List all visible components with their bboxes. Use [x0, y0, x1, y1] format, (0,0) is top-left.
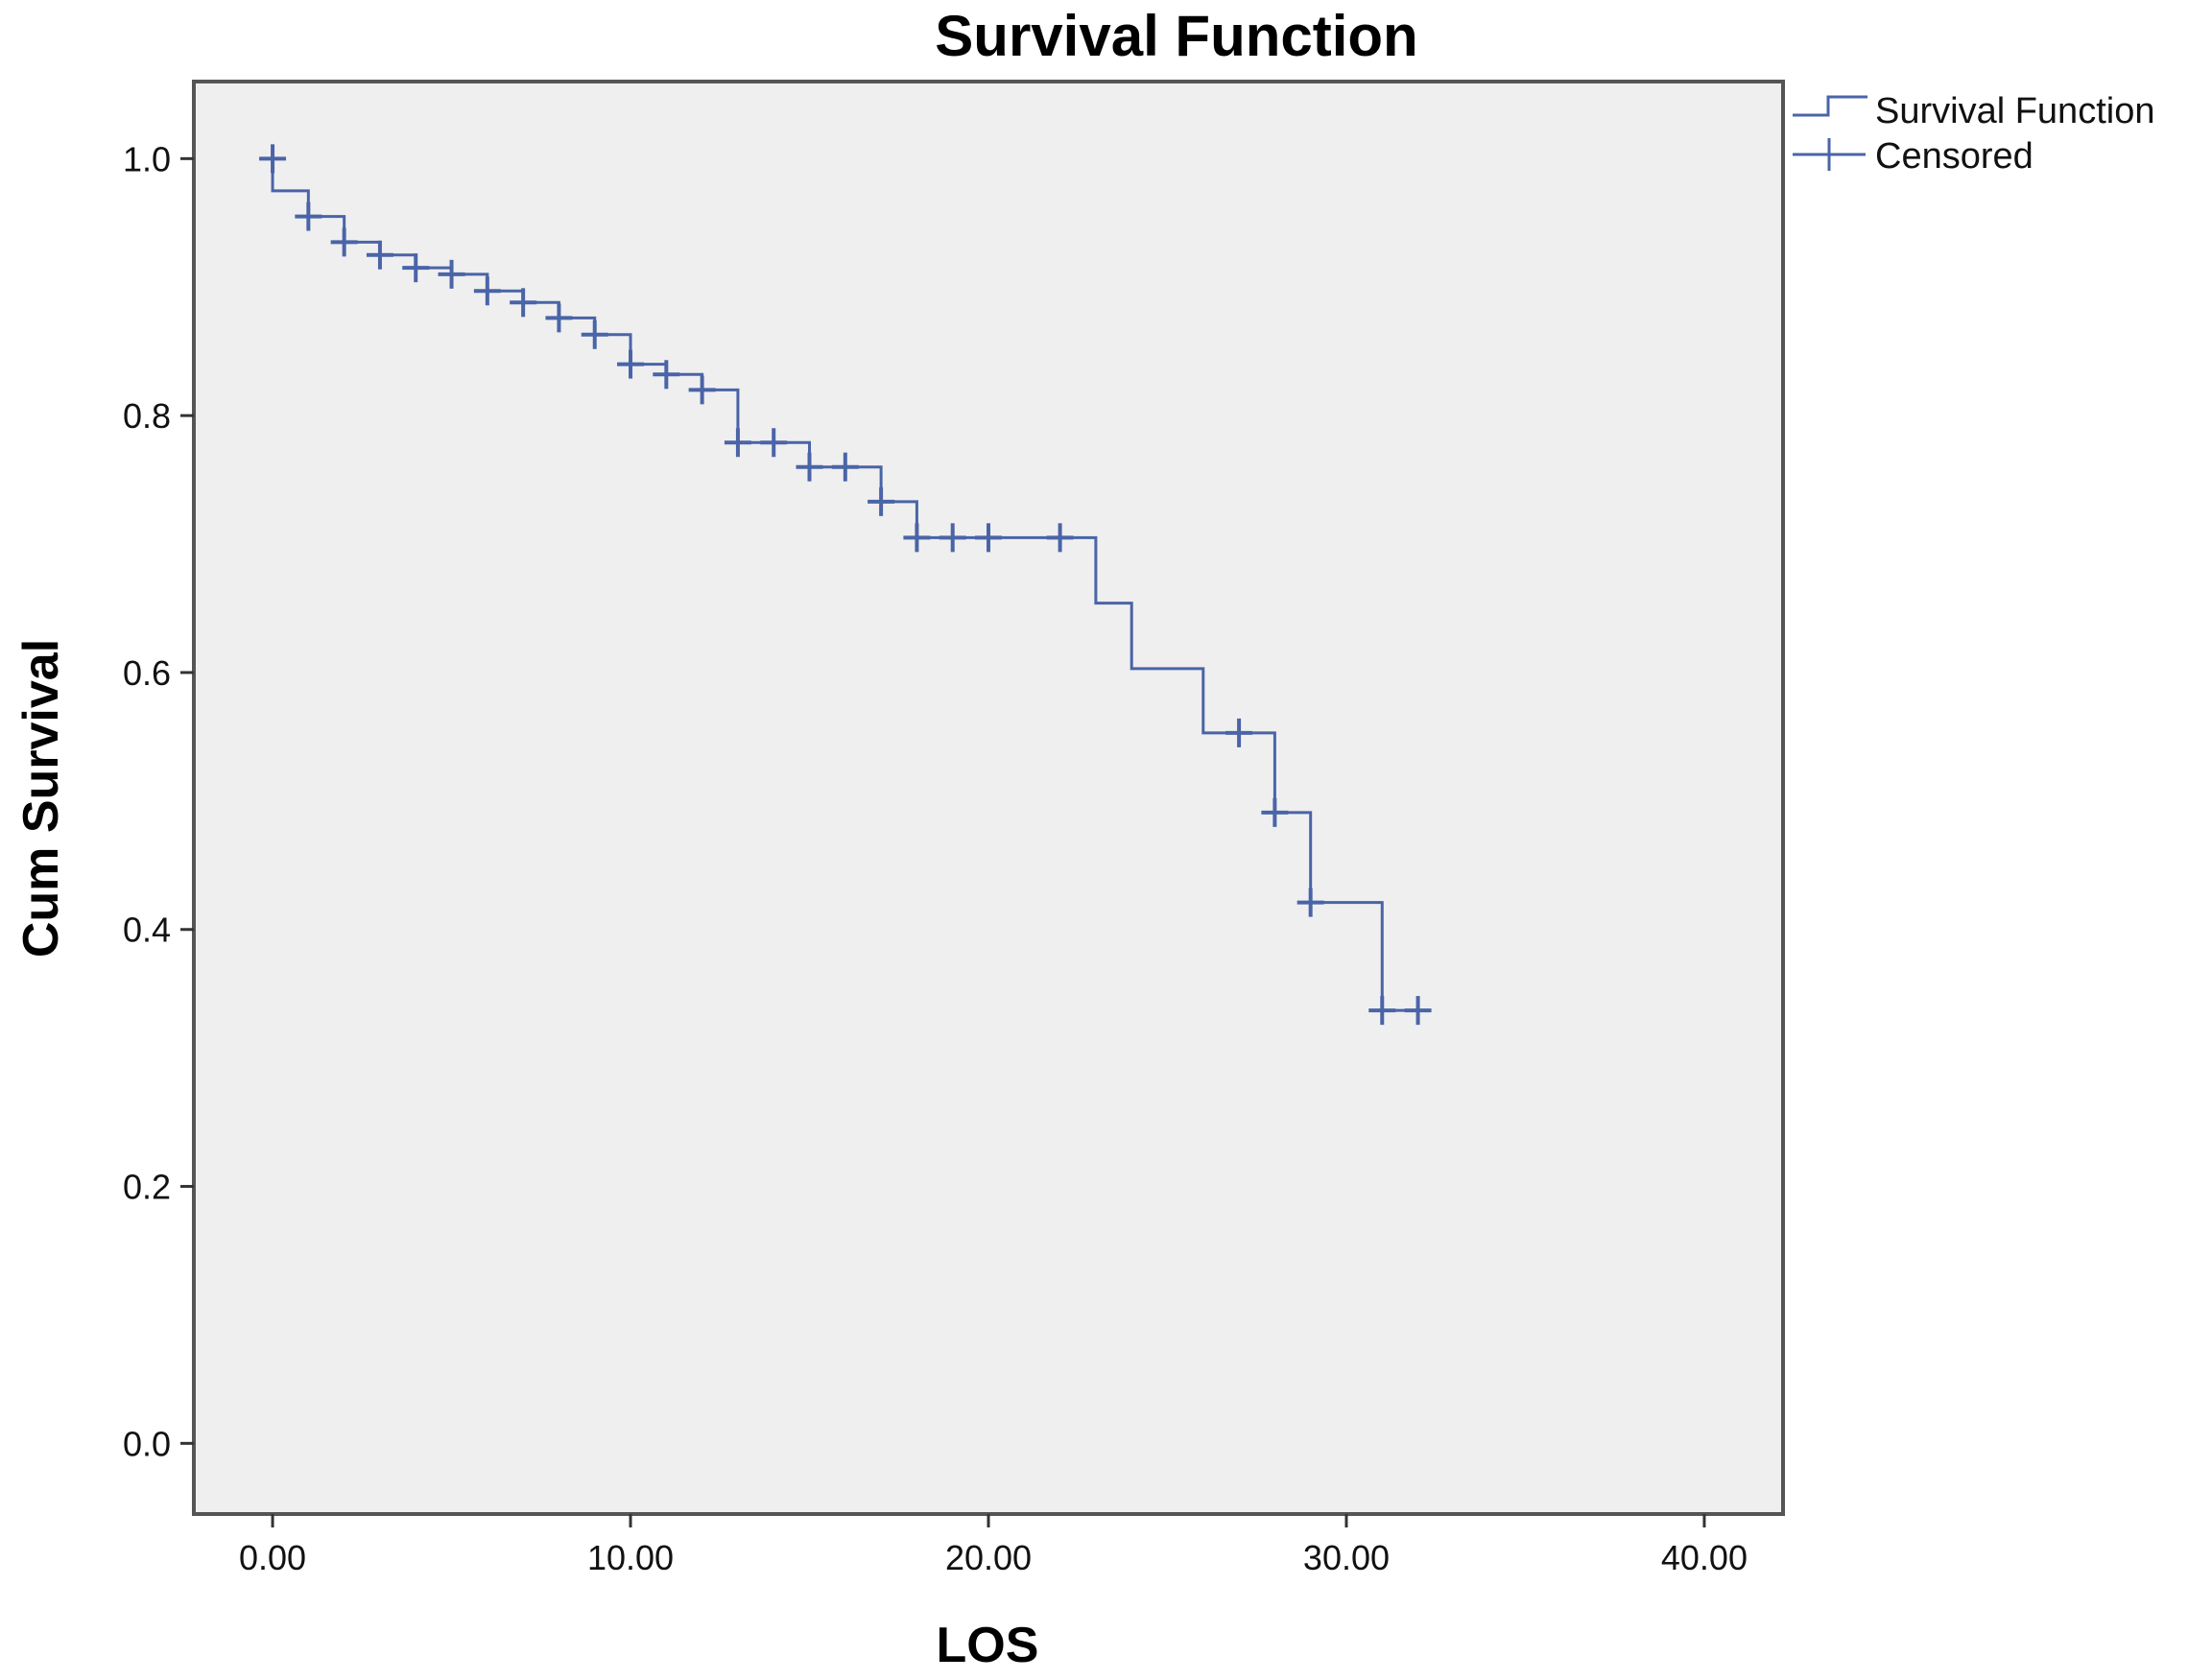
y-axis: 0.0 0.2 0.4 0.6 0.8 1.0 [123, 139, 194, 1463]
y-tick-label: 0.4 [123, 911, 171, 950]
y-tick-label: 0.8 [123, 396, 171, 436]
censored-marker [688, 375, 716, 405]
x-tick-label: 20.00 [945, 1538, 1032, 1577]
censored-marker [760, 428, 788, 458]
y-tick-label: 0.6 [123, 653, 171, 693]
censored-marker [831, 452, 859, 482]
x-tick-label: 10.00 [587, 1538, 674, 1577]
censored-marker [1368, 996, 1396, 1026]
chart-title: Survival Function [935, 4, 1417, 68]
censored-marker [653, 360, 680, 390]
legend-survival-function-label: Survival Function [1875, 91, 2154, 131]
y-tick-label: 1.0 [123, 139, 171, 178]
x-tick-label: 0.00 [239, 1538, 306, 1577]
censored-marker [510, 288, 537, 318]
censored-marker [868, 486, 895, 516]
censored-marker [796, 452, 823, 482]
censored-marker [330, 227, 358, 257]
censored-marker [366, 240, 393, 270]
censored-marker [1296, 887, 1324, 917]
censored-marker [1225, 718, 1253, 747]
legend-censored-label: Censored [1875, 136, 2034, 177]
censored-markers [259, 144, 1432, 1026]
censored-marker [581, 319, 608, 349]
censored-marker [259, 144, 287, 174]
y-tick-label: 0.2 [123, 1168, 171, 1207]
censored-marker [1404, 996, 1432, 1026]
censored-marker [545, 303, 573, 333]
censored-marker [903, 523, 931, 553]
censored-marker [402, 253, 430, 283]
censored-marker [438, 259, 465, 289]
censored-marker [975, 523, 1002, 553]
x-tick-label: 40.00 [1661, 1538, 1748, 1577]
censored-marker [724, 428, 751, 458]
y-axis-title: Cum Survival [13, 639, 69, 958]
x-axis: 0.00 10.00 20.00 30.00 40.00 [239, 1514, 1748, 1577]
x-tick-label: 30.00 [1303, 1538, 1390, 1577]
plot-area [192, 80, 1785, 1516]
censored-marker [295, 201, 322, 231]
x-axis-title: LOS [937, 1618, 1039, 1673]
censored-marker [473, 276, 501, 306]
censored-marker [1046, 523, 1074, 553]
legend: Survival Function Censored [1793, 91, 2154, 177]
censored-marker [617, 349, 645, 379]
censored-marker [939, 523, 966, 553]
legend-survival-function-swatch [1793, 95, 1867, 117]
y-tick-label: 0.0 [123, 1424, 171, 1463]
censored-marker [1261, 797, 1289, 827]
